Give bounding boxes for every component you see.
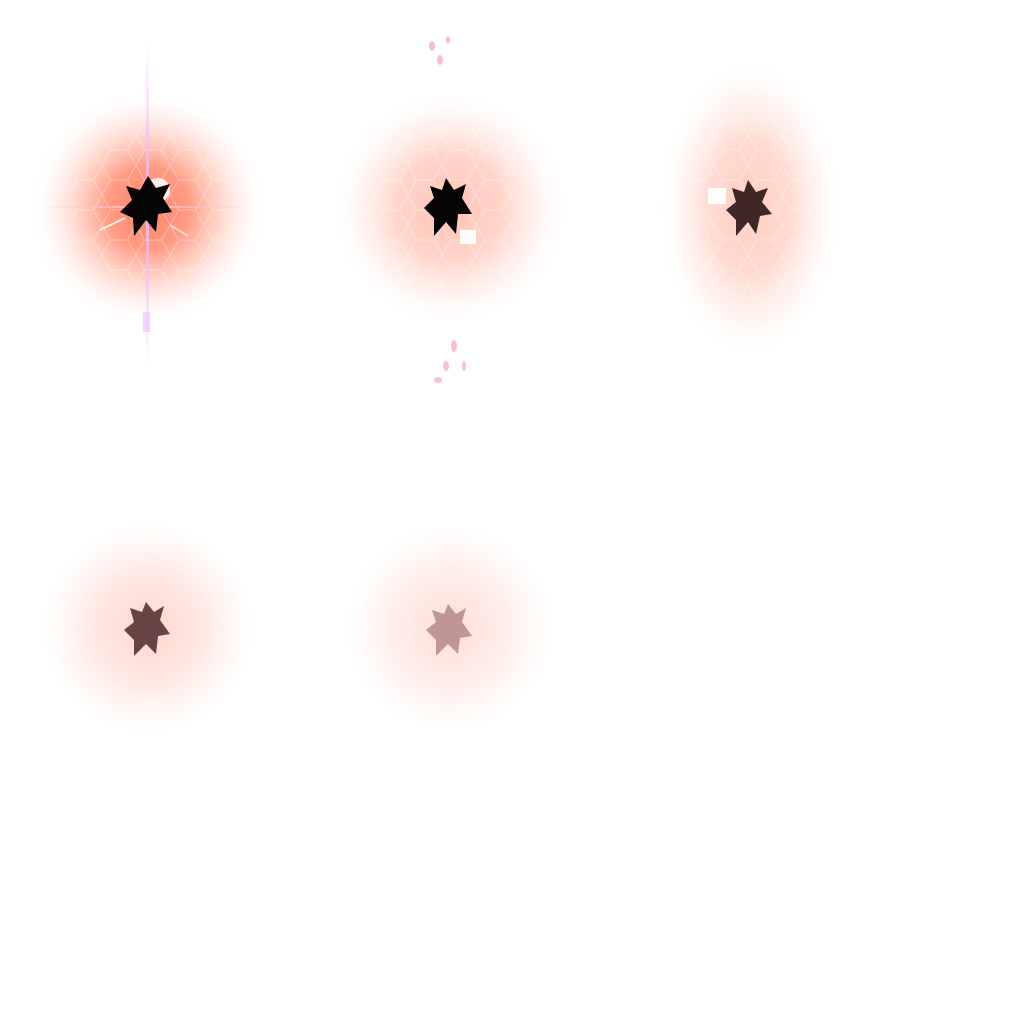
frame-2-particle xyxy=(451,340,457,352)
explosion-frame-3 xyxy=(658,58,842,358)
frame-1-core xyxy=(120,176,172,236)
frame-2-particle xyxy=(443,361,449,371)
frame-1-particle xyxy=(143,312,150,332)
explosion-frame-1 xyxy=(30,40,266,370)
frame-2-particle xyxy=(429,41,435,51)
frame-2-debris-square xyxy=(460,230,476,244)
frame-3-debris-square xyxy=(708,188,726,204)
frame-2-particle xyxy=(434,377,442,383)
explosion-frame-2 xyxy=(332,36,568,383)
frame-2-particle xyxy=(462,361,466,371)
frame-1-streak xyxy=(169,224,189,237)
frame-2-particle xyxy=(437,55,443,65)
frame-5-core xyxy=(426,604,472,656)
frame-4-core xyxy=(124,602,170,656)
frame-1-streak xyxy=(99,217,126,231)
explosion-frame-4 xyxy=(40,520,256,736)
frame-2-particle xyxy=(446,36,450,44)
explosion-frame-5 xyxy=(344,522,556,734)
frame-3-core xyxy=(726,180,772,236)
frame-2-core xyxy=(424,178,472,236)
